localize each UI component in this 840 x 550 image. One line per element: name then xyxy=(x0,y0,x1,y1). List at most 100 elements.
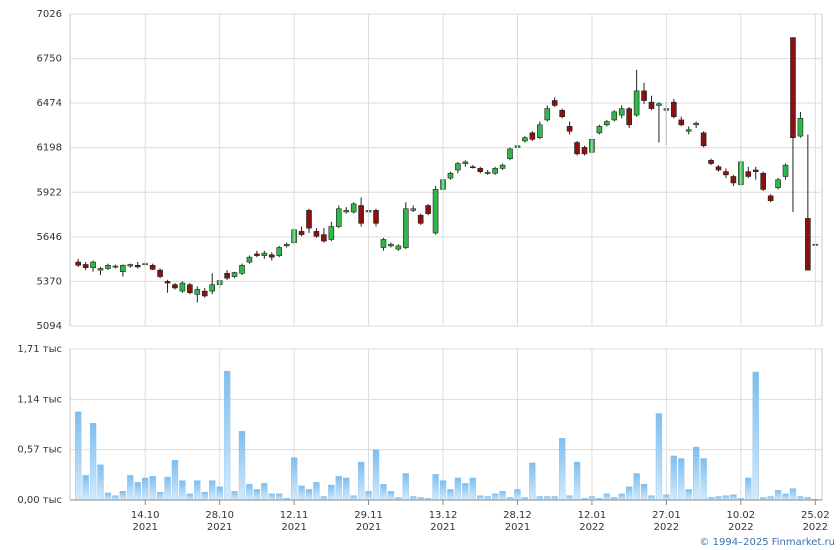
x-tick-label: 10.02 xyxy=(727,510,756,521)
volume-bar xyxy=(350,495,357,501)
volume-bar xyxy=(536,496,543,501)
y-tick-label: 0,00 тыс xyxy=(17,495,62,506)
volume-bar xyxy=(119,491,127,501)
candle-body xyxy=(97,268,104,271)
volume-bar xyxy=(402,473,409,501)
candle-body xyxy=(343,210,350,213)
volume-bar xyxy=(89,423,97,501)
volume-bar xyxy=(462,483,469,501)
x-tick-year: 2022 xyxy=(803,522,828,533)
volume-bar xyxy=(685,489,692,501)
candle-body xyxy=(425,205,431,214)
volume-bar xyxy=(745,477,752,501)
x-tick-label: 28.12 xyxy=(503,510,532,521)
volume-bar xyxy=(722,495,730,501)
candle-body xyxy=(447,172,454,179)
candle-body xyxy=(477,168,484,172)
candle-body xyxy=(648,101,655,109)
y-tick-label: 0,57 тыс xyxy=(17,445,62,456)
x-tick-label: 28.10 xyxy=(205,510,234,521)
volume-bar xyxy=(454,477,462,501)
volume-bar xyxy=(372,449,380,501)
candle-body xyxy=(484,172,491,174)
candle-body xyxy=(760,172,766,190)
candle-body xyxy=(112,265,119,268)
candle-body xyxy=(388,243,394,247)
y-tick-label: 5646 xyxy=(37,232,62,243)
volume-bar xyxy=(142,477,149,501)
volume-bar xyxy=(171,460,179,501)
volume-bar xyxy=(469,477,476,501)
candle-body xyxy=(492,168,498,174)
volume-bar xyxy=(328,484,335,501)
candle-body xyxy=(149,264,156,270)
volume-bar xyxy=(626,486,633,501)
candle-body xyxy=(298,231,305,235)
candle-body xyxy=(633,90,640,116)
candle-body xyxy=(797,118,804,137)
candle-body xyxy=(730,176,737,184)
volume-bar xyxy=(484,496,491,501)
x-tick-year: 2021 xyxy=(505,522,530,533)
candle-body xyxy=(700,132,707,147)
candle-body xyxy=(410,208,417,211)
volume-bar xyxy=(559,438,566,501)
y-tick-label: 5370 xyxy=(37,276,62,287)
volume-bar xyxy=(127,475,134,501)
volume-bar xyxy=(618,493,625,501)
x-tick-year: 2021 xyxy=(356,522,381,533)
candle-body xyxy=(611,111,618,121)
x-tick-label: 14.10 xyxy=(131,510,160,521)
y-tick-label: 1,14 тыс xyxy=(17,394,62,405)
candle-body xyxy=(90,261,96,269)
x-tick-year: 2022 xyxy=(728,522,753,533)
volume-bar xyxy=(797,496,804,501)
volume-bar xyxy=(194,480,201,501)
volume-bar xyxy=(633,473,640,501)
candle-body xyxy=(671,101,677,118)
candle-body xyxy=(432,189,439,234)
candle-body xyxy=(782,164,789,177)
candle-body xyxy=(805,218,811,271)
volume-bar xyxy=(491,493,499,501)
volume-bar xyxy=(678,458,685,501)
volume-bar xyxy=(82,475,89,501)
volume-bar xyxy=(343,477,350,501)
volume-bar xyxy=(216,486,223,501)
volume-bar xyxy=(357,461,365,501)
volume-bar xyxy=(640,483,648,501)
volume-bar xyxy=(75,411,82,501)
x-tick-year: 2022 xyxy=(654,522,679,533)
candle-body xyxy=(328,226,335,240)
volume-bar xyxy=(179,480,186,501)
volume-bar xyxy=(782,493,789,501)
volume-bar xyxy=(774,490,782,501)
volume-bar xyxy=(447,489,454,501)
x-tick-year: 2021 xyxy=(281,522,306,533)
volume-bar xyxy=(164,476,171,501)
volume-bar xyxy=(223,370,231,501)
volume-bar xyxy=(246,483,253,501)
volume-bar xyxy=(380,483,387,501)
candle-body xyxy=(402,208,409,248)
candle-body xyxy=(685,129,692,132)
candle-body xyxy=(254,253,260,256)
candle-body xyxy=(656,103,662,106)
candle-body xyxy=(157,269,163,277)
volume-bar xyxy=(410,496,417,501)
candle-body xyxy=(715,166,722,171)
candle-body xyxy=(767,195,774,201)
candle-body xyxy=(201,290,208,297)
volume-bar xyxy=(149,476,156,501)
candle-body xyxy=(187,284,193,294)
candle-body xyxy=(417,214,424,224)
candle-body xyxy=(120,264,126,273)
x-tick-label: 25.02 xyxy=(801,510,830,521)
candle-body xyxy=(566,126,573,132)
volume-bar xyxy=(551,496,558,501)
candle-body xyxy=(261,252,268,256)
volume-bar xyxy=(290,457,298,501)
volume-bar xyxy=(499,491,506,501)
volume-bar xyxy=(789,488,797,501)
volume-bar xyxy=(663,494,670,501)
